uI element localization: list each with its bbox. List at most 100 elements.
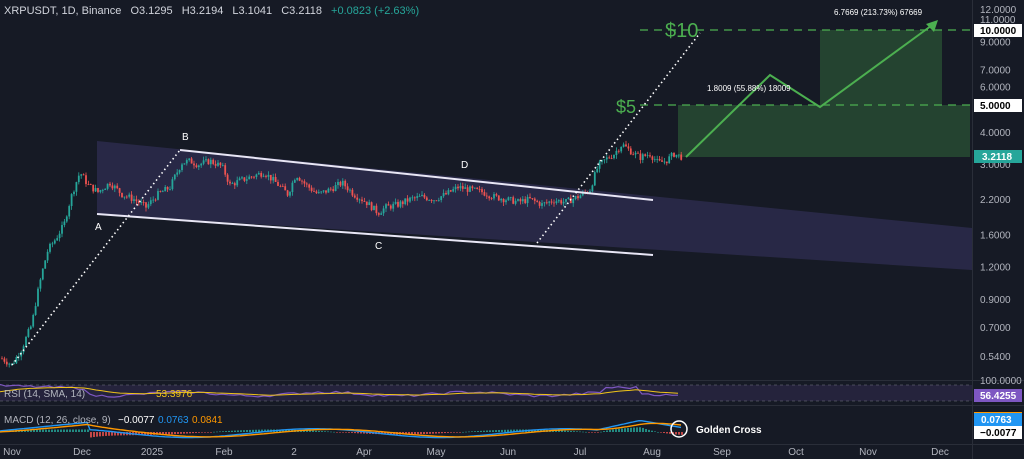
candle-body — [161, 191, 164, 193]
macd-label: MACD (12, 26, close, 9) — [4, 415, 111, 426]
candle-body — [562, 201, 565, 204]
candle-body — [418, 196, 421, 197]
macd-hist-bar — [678, 432, 680, 435]
candle-body — [529, 196, 531, 199]
macd-hist-bar — [414, 432, 416, 435]
candle-body — [610, 158, 613, 159]
macd-hist-bar — [42, 429, 44, 432]
candle-body — [202, 160, 205, 164]
macd-hist-bar — [102, 432, 104, 437]
macd-hist-bar — [606, 430, 608, 432]
macd-hist-bar — [429, 432, 431, 434]
macd-hist-bar — [459, 432, 461, 433]
time-tick-label: Nov — [3, 447, 21, 458]
candle-body — [241, 177, 243, 179]
macd-hist-bar — [216, 431, 218, 433]
candle-body — [46, 251, 49, 261]
macd-hist-bar — [90, 432, 92, 438]
rsi-sma-value: 53.3976 — [156, 389, 193, 400]
candle-body — [485, 195, 488, 197]
candle-body — [613, 154, 615, 159]
candle-body — [152, 199, 155, 201]
candle-body — [581, 192, 584, 196]
candle-body — [416, 196, 419, 198]
candle-body — [289, 192, 291, 196]
candle-body — [658, 158, 661, 161]
macd-hist-bar — [183, 432, 185, 434]
candle-body — [653, 159, 656, 161]
candle-body — [442, 193, 445, 197]
macd-hist-bar — [642, 427, 644, 432]
macd-hist-bar — [480, 430, 482, 432]
candle-body — [591, 185, 594, 192]
candle-body — [320, 191, 323, 193]
macd-hist-bar — [660, 432, 662, 433]
macd-hist-bar — [681, 432, 683, 435]
candle-body — [73, 191, 75, 195]
candle-body — [77, 175, 80, 183]
candle-body — [58, 233, 61, 239]
macd-hist-bar — [123, 432, 125, 436]
candle-body — [113, 185, 116, 189]
macd-hist-bar — [57, 429, 59, 432]
candle-body — [560, 200, 563, 204]
candle-body — [447, 190, 450, 195]
candle-body — [500, 198, 503, 201]
candle-body — [625, 144, 627, 147]
candle-body — [89, 184, 92, 186]
macd-hist-bar — [351, 432, 353, 433]
golden-cross-label: Golden Cross — [696, 425, 762, 436]
candle-body — [65, 216, 68, 222]
macd-hist-bar — [168, 432, 170, 435]
price-tick-label: 1.2000 — [980, 263, 1011, 274]
macd-hist-bar — [426, 432, 428, 434]
candle-body — [267, 174, 270, 177]
macd-hist-bar — [222, 431, 224, 432]
ohlc-open: O3.1295 — [130, 5, 173, 17]
macd-hist-bar — [507, 429, 509, 432]
macd-hist-bar — [435, 432, 437, 434]
macd-hist-bar — [669, 432, 671, 434]
symbol-title[interactable]: XRPUSDT, 1D, Binance — [4, 5, 122, 17]
tag-rsi: 56.4255 — [980, 391, 1017, 402]
macd-hist-bar — [450, 432, 452, 433]
candle-body — [404, 198, 407, 205]
macd-hist-bar — [36, 429, 38, 432]
candle-body — [533, 198, 536, 201]
candle-body — [579, 195, 582, 199]
candle-body — [277, 181, 279, 186]
target-label-5: $5 — [616, 97, 636, 117]
candle-body — [521, 199, 524, 202]
candle-body — [147, 204, 150, 208]
macd-hist-bar — [78, 429, 80, 432]
macd-hist-bar — [405, 432, 407, 435]
candle-body — [502, 198, 505, 203]
macd-hist-bar — [465, 431, 467, 433]
macd-hist-bar — [105, 432, 107, 436]
candle-body — [32, 314, 35, 327]
macd-hist-bar — [333, 431, 335, 433]
candle-body — [149, 200, 152, 205]
measurement-second: 6.7669 (213.73%) 67669 — [834, 8, 923, 17]
candle-body — [445, 193, 447, 195]
macd-hist-bar — [321, 431, 323, 432]
candle-body — [13, 363, 15, 365]
candle-body — [553, 202, 555, 204]
macd-hist-bar — [186, 432, 188, 434]
macd-hist-bar — [342, 432, 344, 433]
macd-hist-bar — [84, 429, 86, 432]
macd-hist-bar — [363, 432, 365, 434]
candle-body — [629, 148, 632, 155]
macd-hist-bar — [213, 431, 215, 433]
point-label-c: C — [375, 241, 382, 252]
macd-hist-bar — [231, 430, 233, 432]
candle-body — [385, 204, 387, 209]
candle-body — [449, 190, 452, 192]
candle-body — [505, 200, 507, 203]
candle-body — [397, 201, 399, 207]
candle-body — [236, 180, 239, 186]
candle-body — [344, 180, 347, 187]
time-axis[interactable]: Nov Dec 2025 Feb 2 Apr May Jun Jul Aug Sep Oct Nov De… — [3, 447, 949, 458]
